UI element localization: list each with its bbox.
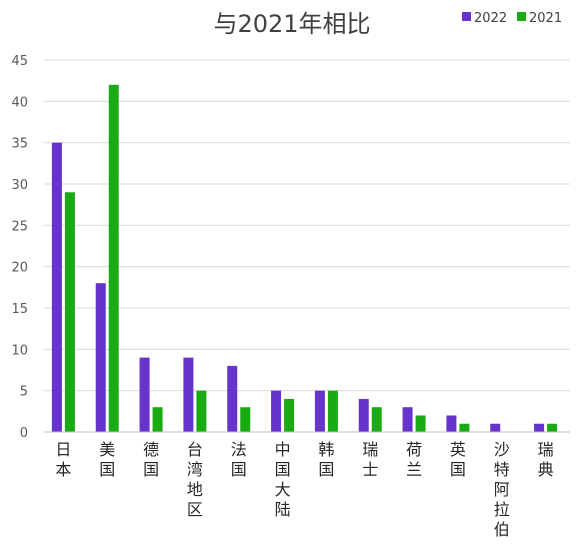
y-tick-label: 10 bbox=[11, 343, 28, 358]
x-category-label: 美国 bbox=[99, 440, 115, 479]
y-tick-label: 40 bbox=[11, 95, 28, 110]
x-category-label: 沙特阿拉伯 bbox=[494, 440, 510, 539]
bar-2021-0 bbox=[64, 192, 75, 432]
bar-2022-11 bbox=[534, 423, 545, 432]
y-tick-label: 5 bbox=[20, 385, 28, 400]
y-tick-label: 25 bbox=[11, 219, 28, 234]
x-category-label: 日本 bbox=[55, 440, 71, 479]
y-tick-label: 15 bbox=[11, 302, 28, 317]
x-category-label: 英国 bbox=[450, 440, 466, 479]
bar-2022-10 bbox=[490, 423, 501, 432]
y-tick-label: 35 bbox=[11, 137, 28, 152]
x-category-label: 法国 bbox=[231, 440, 247, 479]
legend-swatch-2022 bbox=[462, 12, 471, 21]
legend-swatch-2021 bbox=[517, 12, 526, 21]
y-tick-label: 20 bbox=[11, 261, 28, 276]
bar-2021-2 bbox=[152, 407, 163, 432]
bar-2021-1 bbox=[108, 84, 119, 433]
x-category-label: 瑞士 bbox=[362, 440, 378, 479]
bar-2022-2 bbox=[139, 357, 150, 432]
chart-title: 与2021年相比 bbox=[213, 10, 370, 38]
x-category-label: 中国大陆 bbox=[275, 440, 291, 519]
y-tick-label: 30 bbox=[11, 178, 28, 193]
bar-2021-4 bbox=[240, 407, 251, 432]
bar-2021-7 bbox=[371, 407, 382, 432]
legend-label-2021: 2021 bbox=[529, 11, 562, 26]
y-tick-label: 45 bbox=[11, 54, 28, 69]
gridlines bbox=[44, 59, 570, 392]
bar-2022-6 bbox=[314, 390, 325, 432]
bar-2022-9 bbox=[446, 415, 457, 432]
bar-2022-7 bbox=[358, 398, 369, 432]
bar-2021-8 bbox=[415, 415, 426, 432]
y-tick-label: 0 bbox=[20, 426, 28, 441]
bar-2022-5 bbox=[271, 390, 282, 432]
bar-2022-1 bbox=[95, 283, 106, 432]
bar-2021-6 bbox=[327, 390, 338, 432]
legend-label-2022: 2022 bbox=[474, 11, 507, 26]
legend: 2022 2021 bbox=[462, 11, 562, 26]
bar-2021-11 bbox=[547, 423, 558, 432]
bar-2021-5 bbox=[284, 398, 295, 432]
bar-2022-8 bbox=[402, 407, 413, 432]
bar-2021-9 bbox=[459, 423, 470, 432]
bar-2021-3 bbox=[196, 390, 207, 432]
x-category-label: 瑞典 bbox=[538, 440, 554, 479]
bars bbox=[51, 84, 558, 433]
x-category-label: 荷兰 bbox=[406, 440, 422, 479]
x-category-label: 台湾地区 bbox=[187, 440, 203, 519]
bar-2022-4 bbox=[227, 365, 238, 432]
bar-2022-3 bbox=[183, 357, 194, 432]
x-category-label: 德国 bbox=[143, 440, 159, 479]
bar-2022-0 bbox=[51, 142, 62, 432]
y-axis-ticks: 0 5 10 15 20 25 30 35 40 45 bbox=[11, 54, 28, 441]
x-category-label: 韩国 bbox=[318, 440, 334, 479]
